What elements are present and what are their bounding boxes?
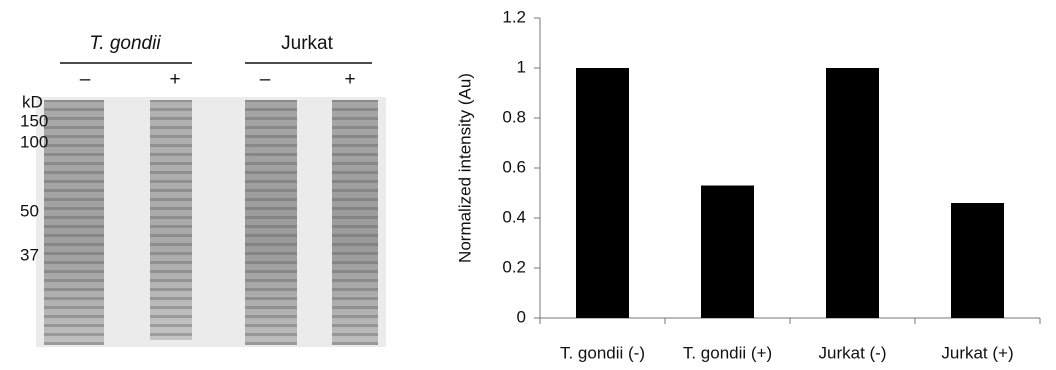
x-tick-label: T. gondii (+)	[683, 343, 772, 362]
y-tick-label: 0.2	[502, 257, 526, 276]
marker-label: 37	[20, 245, 39, 264]
gel-bands	[332, 100, 378, 345]
gel-bands	[150, 100, 192, 340]
marker-label: 50	[20, 201, 39, 220]
y-tick-label: 0.6	[502, 157, 526, 176]
gel-panel: T. gondii Jurkat – + – + kD 150 100 50 3…	[20, 33, 386, 347]
group-label: Jurkat	[281, 33, 333, 54]
x-tick-label: Jurkat (+)	[941, 343, 1013, 362]
bar	[701, 186, 754, 319]
bar-chart: Normalized intensity (Au) 0 0.2 0.4 0.6 0.8 1…	[455, 7, 1040, 362]
lane-sign: +	[169, 69, 180, 90]
gel-bands	[245, 100, 297, 345]
x-tick-label: Jurkat (-)	[819, 343, 887, 362]
y-tick-label: 1	[517, 57, 526, 76]
y-axis-title: Normalized intensity (Au)	[455, 73, 474, 263]
y-tick-label: 0.8	[502, 107, 526, 126]
lane-sign: –	[260, 69, 271, 90]
gel-bands	[44, 100, 104, 345]
y-tick-label: 0	[517, 307, 526, 326]
y-tick-label: 0.4	[502, 207, 526, 226]
bar	[951, 203, 1004, 318]
y-tick-label: 1.2	[502, 7, 526, 26]
x-tick-label: T. gondii (-)	[560, 343, 645, 362]
marker-label: 150	[20, 111, 48, 130]
bar	[826, 68, 879, 318]
lane-sign: +	[344, 69, 355, 90]
unit-label: kD	[22, 92, 43, 111]
lane-sign: –	[80, 69, 91, 90]
figure: T. gondii Jurkat – + – + kD 150 100 50 3…	[0, 0, 1056, 370]
group-label: T. gondii	[89, 33, 161, 54]
marker-label: 100	[20, 132, 48, 151]
bar	[576, 68, 629, 318]
